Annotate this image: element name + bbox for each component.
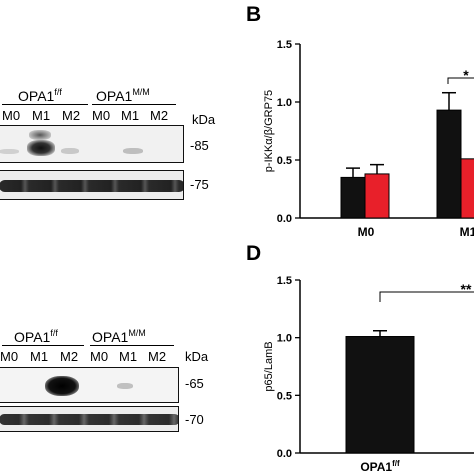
y-tick-label: 1.0 [277,97,292,109]
blot-bottom-panel: OPA1f/f OPA1M/M M0 M1 M2 M0 M1 M2 kDa -6… [0,230,230,474]
chart-d: 0.0 0.5 1.0 1.5 p65/LamB OPA1f/f ** [263,275,474,474]
blot-bottom-lane-label: M0 [90,349,109,364]
blot-bottom-lane-label: M1 [30,349,49,364]
y-tick-label: 1.0 [277,333,292,345]
blot-top-marker-label: -85 [190,138,209,153]
blot-top-marker-label: -75 [190,177,209,192]
band [123,148,143,154]
band [0,414,178,425]
significance-bracket [379,291,474,302]
y-tick-label: 0.5 [277,155,292,167]
band [117,383,133,389]
y-axis-label: p-IKKα/β/GRP75 [263,90,275,172]
blot-top-kda-label: kDa [192,112,216,127]
category-label: M1 [460,225,474,239]
y-tick-label: 0.5 [277,390,292,402]
blot-bottom-kda-label: kDa [185,349,209,364]
blot-top-group-label-2: OPA1M/M [96,87,150,104]
blot-top-lane-label: M2 [150,108,169,123]
blot-top-phospho-band-strip [0,125,184,163]
band [45,376,79,396]
blot-top-lane-label: M1 [32,108,51,123]
panel-letter-b: B [246,3,262,26]
y-tick-label: 1.5 [277,39,292,51]
bar [340,176,366,219]
bar [364,173,390,219]
blot-bottom-bracket-2 [90,345,174,346]
blot-bottom-group-label-1: OPA1f/f [14,328,58,345]
blot-top-bracket-2 [92,104,176,105]
blot-bottom-group-label-2: OPA1M/M [92,328,146,345]
significance-bracket [447,77,474,84]
blot-bottom-loading-band-strip [0,406,179,432]
y-tick-label: 0.0 [277,213,292,225]
blot-top-panel: OPA1f/f OPA1M/M M0 M1 M2 M0 M1 M2 kDa -8… [0,0,230,230]
y-tick-label: 0.0 [277,448,292,460]
blot-bottom-lane-label: M2 [148,349,167,364]
blot-top-lane-label: M0 [2,108,21,123]
blot-bottom-lane-label: M1 [119,349,138,364]
bar [460,158,474,219]
band [0,180,183,192]
band [27,140,55,156]
blot-top-lane-label: M0 [92,108,111,123]
blot-top-loading-band-strip [0,170,184,200]
blot-bottom-lane-label: M0 [0,349,19,364]
significance-label: ** [461,281,472,297]
blot-top-lane-label: M2 [62,108,81,123]
blot-top-group-label-1: OPA1f/f [18,87,62,104]
chart-b: 0.0 0.5 1.0 1.5 p-IKKα/β/GRP75 M0 M1 * [263,39,474,239]
significance-label: * [463,67,469,83]
bar [436,109,462,219]
blot-top-lane-label: M1 [121,108,140,123]
blot-bottom-marker-label: -65 [185,376,204,391]
band [0,149,19,154]
blot-bottom-marker-label: -70 [185,412,204,427]
band [29,130,51,140]
category-label: OPA1f/f [360,459,400,474]
blot-bottom-p65-band-strip [0,367,179,403]
y-tick-label: 1.5 [277,275,292,287]
bar [345,336,415,454]
blot-bottom-bracket-1 [2,345,84,346]
blot-bottom-lane-label: M2 [60,349,79,364]
panel-letter-d: D [246,242,262,265]
category-label: M0 [358,225,375,239]
blot-top-bracket-1 [2,104,88,105]
y-axis-label: p65/LamB [263,341,275,391]
band [61,148,79,154]
